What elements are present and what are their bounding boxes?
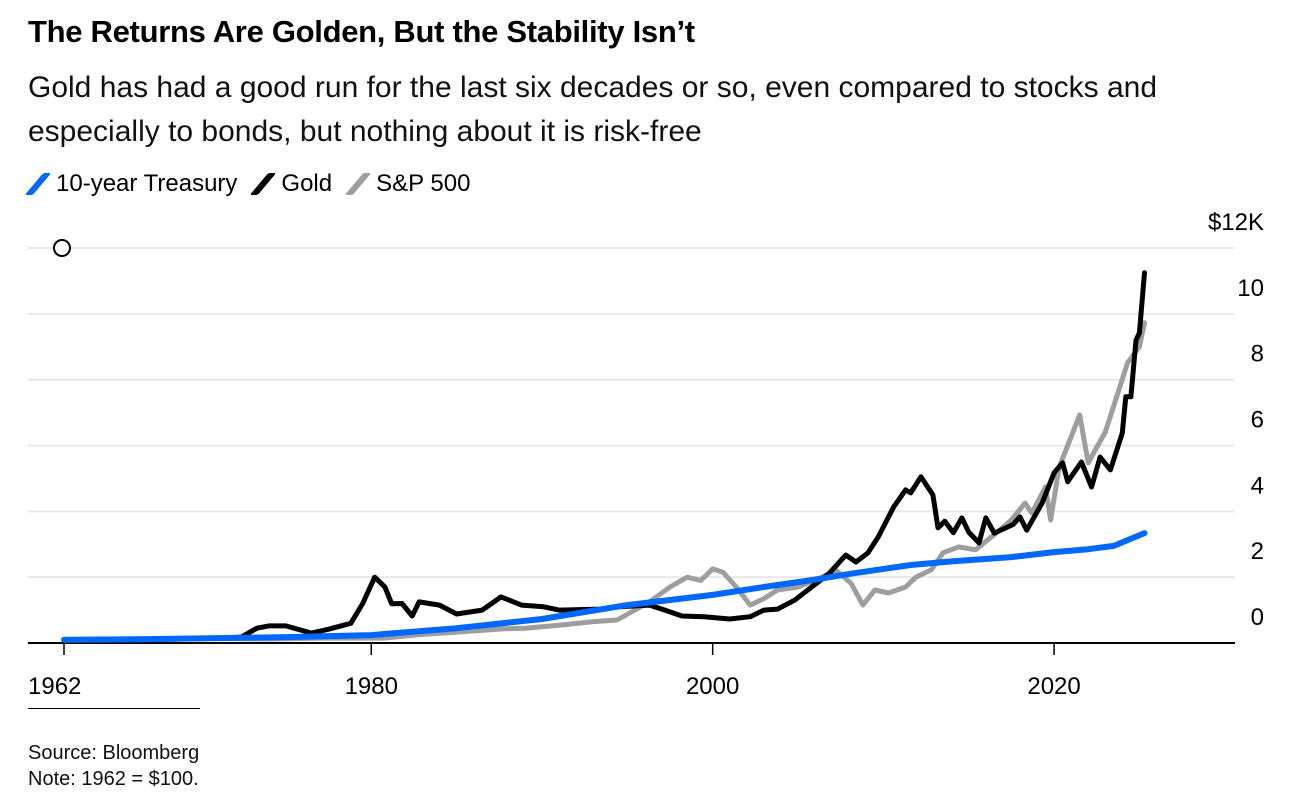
x-tick-label: 1980 xyxy=(345,673,398,700)
legend-label: S&P 500 xyxy=(376,170,471,197)
y-tick-label: 8 xyxy=(1251,341,1264,368)
legend-label: Gold xyxy=(281,170,333,197)
y-tick-label: $12K xyxy=(1208,209,1264,236)
y-tick-label: 0 xyxy=(1251,604,1264,631)
legend-item-treasury: 10-year Treasury xyxy=(24,170,238,198)
y-tick-label: 6 xyxy=(1251,407,1264,434)
x-tick-label: 1962 xyxy=(28,673,81,700)
series-line-s-p-500 xyxy=(61,320,1147,643)
footer-divider xyxy=(28,708,200,709)
legend-item-sp500: S&P 500 xyxy=(344,170,471,198)
chart-subtitle: Gold has had a good run for the last six… xyxy=(28,71,1157,148)
marker-circle-icon xyxy=(53,239,71,257)
y-tick-label: 4 xyxy=(1251,472,1264,499)
chart-title: The Returns Are Golden, But the Stabilit… xyxy=(28,14,695,49)
note-text: Note: 1962 = $100. xyxy=(28,768,199,790)
source-text: Source: Bloomberg xyxy=(28,742,200,764)
y-tick-label: 10 xyxy=(1237,275,1264,302)
legend: 10-year Treasury Gold S&P 500 xyxy=(24,170,471,198)
series-line-gold xyxy=(61,270,1147,643)
legend-label: 10-year Treasury xyxy=(56,170,238,197)
x-tick-label: 2020 xyxy=(1027,673,1080,700)
legend-item-gold: Gold xyxy=(250,170,333,198)
y-tick-label: 2 xyxy=(1251,538,1264,565)
x-tick-label: 2000 xyxy=(686,673,739,700)
series-line-10-year-treasury xyxy=(61,530,1148,643)
